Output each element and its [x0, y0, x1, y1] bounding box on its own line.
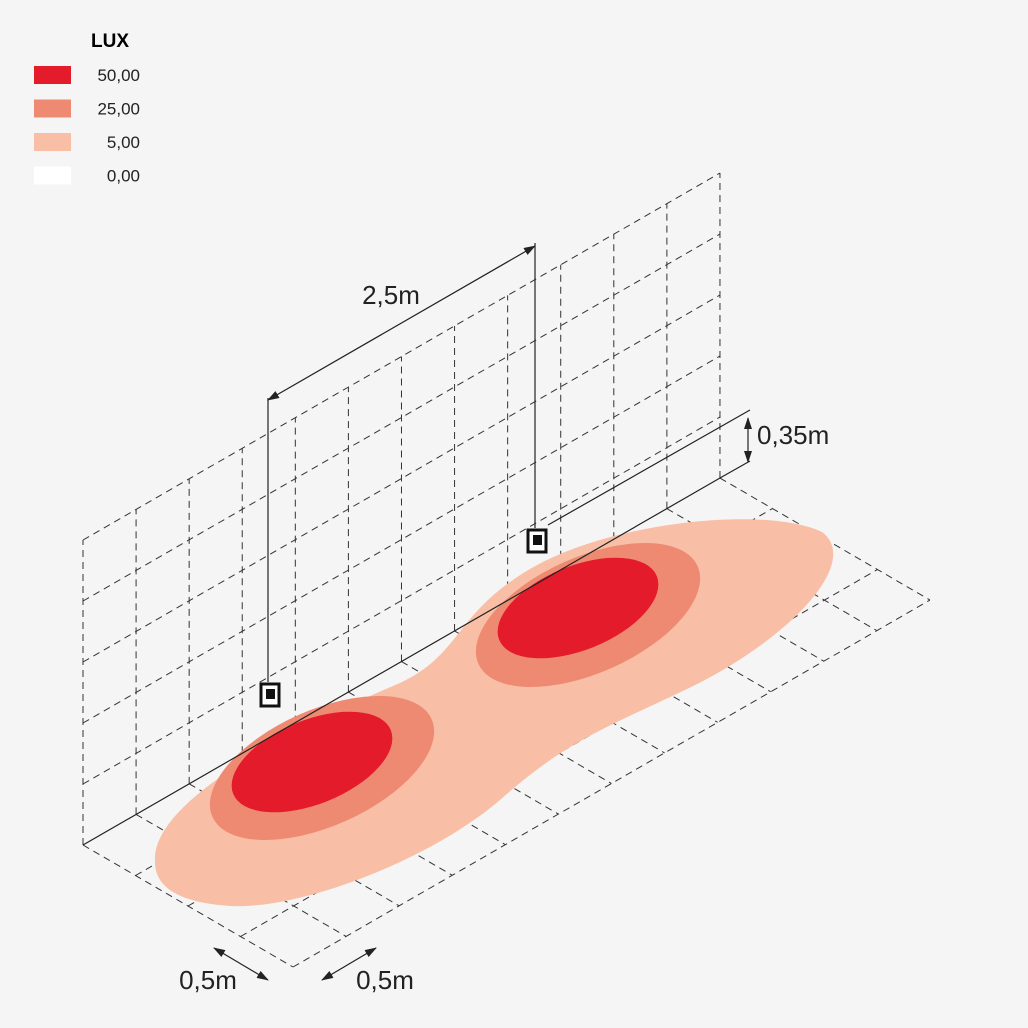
- grid-line: [82, 355, 721, 724]
- grid-line: [292, 599, 931, 968]
- grid-line: [82, 233, 721, 602]
- depth-label: 0,5m: [179, 965, 237, 995]
- zone-5-lux: [154, 519, 834, 907]
- dimension-lines: [213, 243, 752, 981]
- light-distribution: [154, 519, 834, 907]
- legend-label: 50,00: [97, 66, 140, 85]
- grid-line: [82, 294, 721, 663]
- legend: 50,00 25,00 5,00 0,00: [34, 66, 140, 186]
- fixture-lens: [266, 689, 275, 699]
- legend-label: 5,00: [107, 133, 140, 152]
- grid-line: [82, 416, 721, 785]
- legend-swatch: [34, 66, 71, 84]
- legend-swatch: [34, 166, 71, 185]
- legend-title: LUX: [91, 31, 129, 52]
- spacing-label: 2,5m: [362, 280, 420, 310]
- legend-label: 25,00: [97, 100, 140, 119]
- legend-swatch: [34, 99, 71, 118]
- legend-swatch: [34, 133, 71, 151]
- grid-line: [82, 172, 721, 541]
- legend-label: 0,00: [107, 167, 140, 186]
- depth-label: 0,5m: [356, 965, 414, 995]
- fixture-lens: [533, 535, 542, 545]
- fixtures: [259, 528, 548, 708]
- height-label: 0,35m: [757, 420, 829, 450]
- wall-base: [82, 477, 721, 846]
